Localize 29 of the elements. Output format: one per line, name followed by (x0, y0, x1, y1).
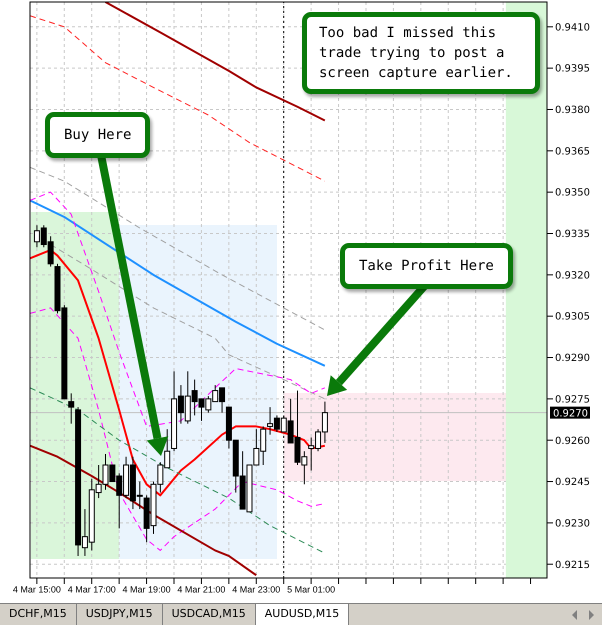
x-tick-label: 5 Mar 01:00 (287, 584, 336, 594)
y-tick-label: 0.9215 (555, 560, 590, 571)
y-tick-label: 0.9410 (555, 22, 590, 34)
y-tick-label: 0.9245 (555, 477, 590, 488)
text: USDJPY,M15 (76, 604, 163, 625)
x-tick-label: 4 Mar 21:00 (177, 584, 226, 594)
x-tick-label: 4 Mar 19:00 (122, 584, 171, 594)
y-tick-label: 0.9260 (555, 436, 590, 447)
y-tick-label: 0.9230 (555, 518, 590, 530)
y-tick-label: 0.9350 (555, 188, 590, 199)
candlestick (68, 392, 74, 424)
x-tick-label: 4 Mar 23:00 (232, 584, 280, 594)
x-tick-label: 4 Mar 17:00 (68, 584, 116, 594)
callout-box: Buy Here (45, 112, 150, 158)
y-tick-label: 0.9275 (555, 394, 590, 406)
y-tick-label: 0.9365 (555, 146, 590, 158)
ref-line-label: 0.9270 (553, 408, 588, 420)
y-tick-label: 0.9290 (555, 353, 590, 364)
text: AUDUSD,M15 (256, 604, 350, 625)
text: DCHF,M15 (0, 604, 77, 625)
y-tick-label: 0.9395 (555, 64, 590, 75)
y-tick-label: 0.9305 (555, 312, 590, 323)
callout-box: Take Profit Here (340, 243, 513, 289)
y-tick-label: 0.9335 (555, 229, 590, 240)
x-tick-label: 4 Mar 15:00 (12, 584, 61, 594)
y-tick-label: 0.9380 (555, 105, 590, 116)
text: USDCAD,M15 (162, 604, 256, 625)
callout-box: Too bad I missed this trade trying to post a screen capture earlier. (302, 12, 540, 94)
y-tick-label: 0.9320 (555, 270, 590, 282)
